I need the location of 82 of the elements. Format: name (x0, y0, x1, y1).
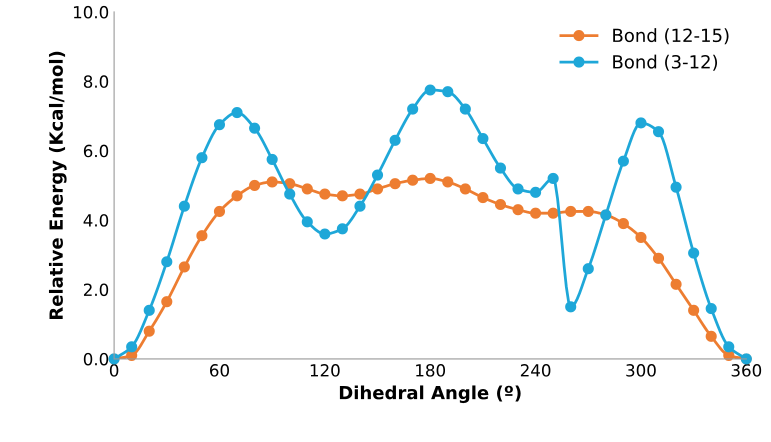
point (582, 206, 594, 217)
point (706, 303, 717, 314)
point (512, 204, 524, 216)
point (407, 174, 418, 186)
x-tick-label: 120 (310, 364, 340, 377)
point (460, 183, 471, 194)
point (249, 122, 260, 134)
y-tick-label: 4.0 (84, 214, 108, 227)
y-tick-label: 0.0 (84, 352, 108, 366)
point (494, 162, 506, 174)
point (477, 133, 488, 144)
point (144, 326, 155, 337)
point (424, 172, 436, 184)
point (354, 188, 366, 200)
point (618, 218, 629, 230)
y-axis-title: Relative Energy (Kcal/mol) (48, 52, 67, 320)
x-tick-label: 240 (520, 364, 550, 377)
point (723, 341, 734, 352)
point (178, 261, 190, 273)
x-tick-label: 0 (110, 364, 118, 377)
point (144, 304, 155, 316)
point (390, 178, 401, 190)
point (302, 216, 313, 228)
point (442, 176, 454, 188)
point (231, 107, 243, 118)
point (688, 248, 700, 259)
point (512, 183, 524, 194)
point (390, 134, 401, 146)
point (652, 252, 664, 264)
point (670, 278, 682, 290)
point (635, 117, 647, 129)
point (196, 230, 208, 242)
point (460, 104, 471, 115)
point (196, 152, 208, 164)
point (582, 263, 594, 274)
point (284, 188, 296, 200)
point (618, 156, 629, 167)
point (424, 84, 436, 96)
point (565, 301, 576, 312)
point (372, 183, 384, 194)
point (530, 186, 542, 198)
legend-label: Bond (12-15) (613, 28, 729, 44)
point (407, 104, 418, 115)
x-tick-label: 300 (626, 364, 656, 377)
x-tick-label: 360 (732, 364, 762, 377)
point (565, 206, 576, 217)
point (670, 182, 682, 193)
point (336, 190, 348, 202)
point (231, 190, 243, 202)
point (249, 180, 260, 191)
point (319, 188, 330, 200)
point (530, 208, 542, 219)
y-tick-label: 10.0 (74, 6, 108, 19)
point (126, 341, 138, 352)
point (652, 126, 664, 138)
x-tick-label: 180 (416, 364, 446, 377)
point (178, 200, 190, 212)
y-tick-label: 6.0 (84, 144, 108, 158)
point (266, 154, 278, 165)
y-tick-label: 8.0 (84, 75, 108, 88)
point (442, 86, 454, 98)
point (548, 208, 559, 219)
x-axis-title: Dihedral Angle (º) (340, 385, 521, 404)
point (706, 330, 717, 342)
point (354, 200, 366, 212)
point (336, 223, 348, 234)
point (477, 192, 488, 204)
point (266, 176, 278, 188)
point (214, 206, 226, 217)
point (494, 198, 506, 210)
point (372, 169, 384, 181)
y-tick-label: 2.0 (84, 283, 108, 296)
point (548, 172, 559, 184)
point (302, 183, 313, 194)
legend-label: Bond (3-12) (613, 54, 718, 71)
x-tick-label: 60 (210, 364, 229, 377)
point (161, 296, 172, 308)
point (161, 256, 172, 268)
point (635, 232, 647, 244)
point (319, 228, 330, 240)
point (214, 119, 226, 130)
point (688, 304, 700, 316)
